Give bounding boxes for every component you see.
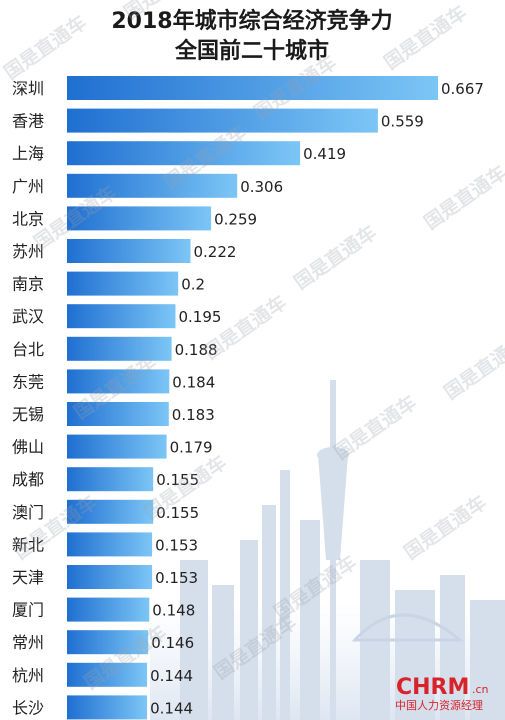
bar — [67, 565, 153, 589]
category-label: 澳门 — [12, 503, 44, 522]
brand-suffix: .cn — [472, 683, 489, 696]
bar — [67, 271, 179, 296]
category-label: 杭州 — [12, 666, 44, 685]
category-label: 苏州 — [12, 242, 44, 261]
bar — [67, 695, 148, 720]
value-label: 0.2 — [181, 276, 205, 294]
category-label: 天津 — [12, 568, 44, 587]
value-label: 0.195 — [179, 308, 222, 326]
bar — [67, 434, 167, 459]
value-label: 0.259 — [214, 210, 257, 228]
value-label: 0.146 — [151, 634, 194, 652]
value-label: 0.222 — [194, 243, 237, 261]
category-label: 常州 — [12, 633, 44, 652]
bar — [67, 76, 438, 100]
category-label: 深圳 — [12, 79, 44, 98]
category-label: 成都 — [12, 470, 44, 489]
watermark-text: 国是直通车 — [400, 491, 491, 564]
category-label: 长沙 — [12, 698, 44, 717]
bar — [67, 206, 212, 231]
category-label: 南京 — [12, 275, 44, 294]
value-label: 0.184 — [172, 373, 215, 391]
watermark-text: 国是直通车 — [420, 161, 505, 234]
bar — [67, 662, 148, 687]
value-label: 0.153 — [155, 569, 198, 587]
value-labels: 0.667 0.559 0.419 0.306 0.259 0.222 0.2 0.195 0.… — [150, 80, 484, 717]
bar — [67, 369, 170, 394]
watermark-text: 国是直通车 — [440, 331, 505, 404]
value-label: 0.148 — [152, 602, 195, 620]
chart-title-line-2: 全国前二十城市 — [174, 38, 329, 64]
bar — [67, 141, 301, 166]
category-label: 佛山 — [12, 438, 44, 457]
bar — [67, 239, 191, 263]
category-label: 无锡 — [12, 405, 44, 424]
bar — [67, 630, 149, 655]
bar — [67, 304, 176, 329]
category-label: 台北 — [12, 340, 44, 359]
bar — [67, 336, 172, 361]
watermark-text: 国是直通车 — [330, 391, 421, 464]
category-label: 新北 — [12, 535, 44, 554]
bar — [67, 532, 153, 557]
value-label: 0.188 — [175, 341, 218, 359]
watermark-text: 国是直通车 — [290, 221, 381, 294]
category-label: 上海 — [12, 144, 44, 163]
value-label: 0.559 — [381, 113, 424, 131]
value-label: 0.183 — [172, 406, 215, 424]
category-label: 武汉 — [12, 307, 44, 326]
category-label: 厦门 — [12, 601, 44, 620]
value-label: 0.179 — [170, 439, 213, 457]
value-label: 0.155 — [156, 504, 199, 522]
category-label: 广州 — [12, 177, 44, 196]
skyline-decoration — [150, 380, 505, 720]
category-label: 北京 — [12, 209, 44, 228]
chart-title-line-1: 2018年城市综合经济竞争力 — [111, 8, 392, 34]
bar — [67, 467, 154, 492]
value-label: 0.306 — [240, 178, 283, 196]
brand-subtitle: 中国人力资源经理 — [395, 698, 483, 712]
value-label: 0.155 — [156, 471, 199, 489]
chrm-logo: CHRM .cn 中国人力资源经理 — [395, 675, 489, 712]
bars — [67, 76, 438, 720]
bar — [67, 108, 378, 133]
bar — [67, 597, 150, 622]
value-label: 0.667 — [441, 80, 484, 98]
category-label: 东莞 — [12, 372, 44, 391]
watermark-text: 国是直通车 — [0, 11, 91, 84]
value-label: 0.153 — [155, 536, 198, 554]
bar — [67, 499, 154, 524]
watermark-text: 国是直通车 — [200, 291, 291, 364]
bar — [67, 402, 169, 426]
value-label: 0.144 — [150, 667, 193, 685]
category-label: 香港 — [12, 112, 44, 131]
value-label: 0.419 — [303, 145, 346, 163]
bar — [67, 173, 238, 198]
value-label: 0.144 — [150, 699, 193, 717]
brand-logo-text: CHRM — [396, 675, 469, 700]
watermark-text: 国是直通车 — [380, 1, 471, 74]
